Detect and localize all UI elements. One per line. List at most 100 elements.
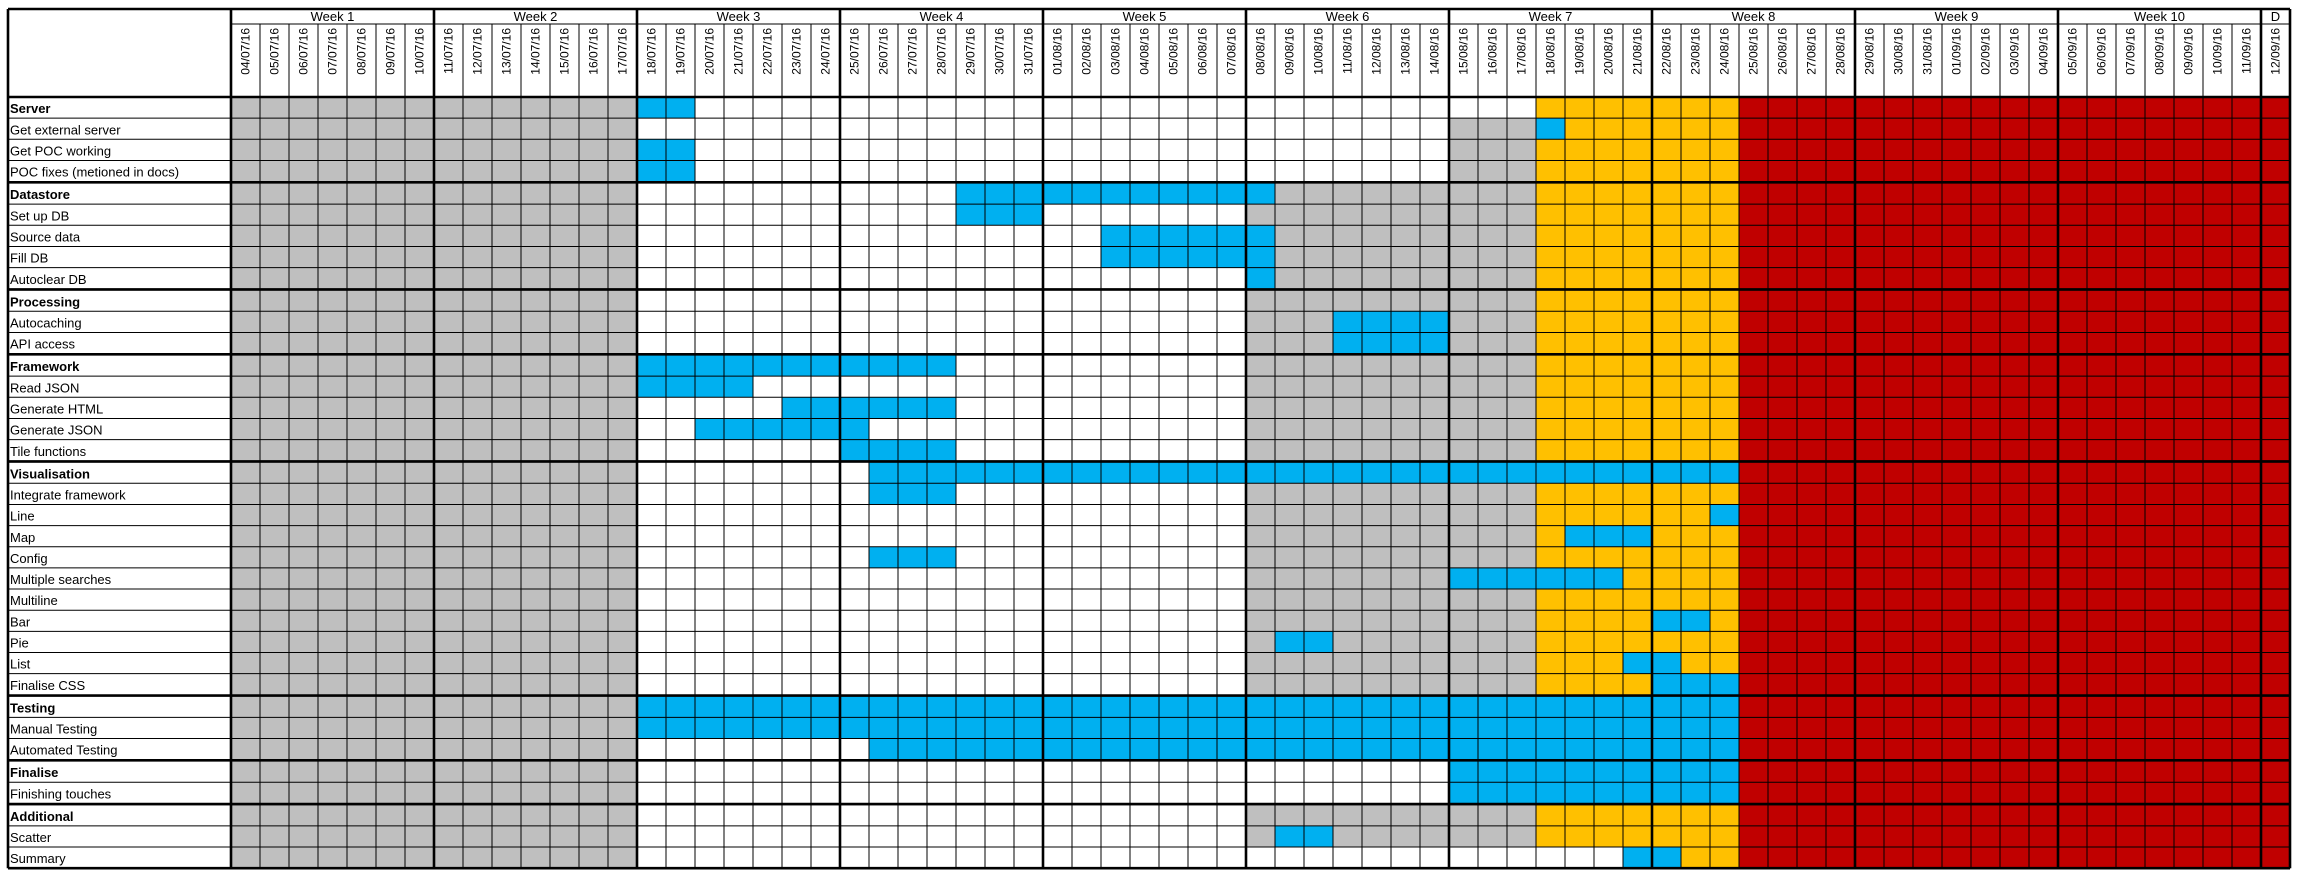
period-cell	[579, 567, 608, 590]
period-cell	[260, 631, 289, 653]
period-cell	[463, 738, 492, 760]
period-cell	[260, 462, 289, 484]
date-label: 16/08/16	[1486, 28, 1500, 75]
period-cell	[1913, 290, 1942, 312]
period-cell	[1507, 225, 1536, 247]
period-cell	[1797, 183, 1826, 205]
period-cell	[579, 673, 608, 695]
period-cell	[2261, 225, 2290, 247]
period-cell	[2087, 483, 2116, 505]
task-cell	[1652, 462, 1681, 484]
period-cell	[2174, 804, 2203, 826]
period-cell	[463, 439, 492, 461]
period-cell	[608, 311, 637, 333]
period-cell	[608, 782, 637, 804]
period-cell	[231, 483, 260, 505]
period-cell	[1449, 673, 1478, 695]
period-cell	[260, 717, 289, 739]
period-cell	[1652, 311, 1681, 333]
period-cell	[2087, 118, 2116, 140]
period-cell	[1826, 160, 1855, 182]
period-cell	[318, 267, 347, 289]
period-cell	[1768, 610, 1797, 632]
period-cell	[1449, 311, 1478, 333]
period-cell	[376, 738, 405, 760]
task-cell	[956, 204, 985, 226]
period-cell	[1507, 418, 1536, 440]
period-cell	[1304, 183, 1333, 205]
period-cell	[1826, 290, 1855, 312]
period-cell	[1710, 160, 1739, 182]
period-cell	[434, 290, 463, 312]
period-cell	[2261, 717, 2290, 739]
period-cell	[1420, 483, 1449, 505]
period-cell	[1855, 589, 1884, 611]
period-cell	[231, 160, 260, 182]
period-cell	[1884, 631, 1913, 653]
period-cell	[1855, 738, 1884, 760]
period-cell	[2203, 504, 2232, 526]
period-cell	[1797, 610, 1826, 632]
task-cell	[1536, 761, 1565, 783]
task-cell	[695, 696, 724, 718]
task-cell	[1478, 717, 1507, 739]
task-cell	[1043, 462, 1072, 484]
period-cell	[2232, 652, 2261, 674]
task-cell	[811, 418, 840, 440]
period-cell	[1826, 567, 1855, 590]
period-cell	[1536, 204, 1565, 226]
task-cell	[1072, 696, 1101, 718]
period-cell	[1507, 589, 1536, 611]
period-cell	[1275, 397, 1304, 419]
task-cell	[1101, 696, 1130, 718]
week-label: Week 2	[514, 9, 558, 24]
period-cell	[1420, 504, 1449, 526]
period-cell	[1971, 246, 2000, 268]
period-cell	[1797, 160, 1826, 182]
period-cell	[1855, 204, 1884, 226]
period-cell	[1971, 183, 2000, 205]
period-cell	[1855, 717, 1884, 739]
period-cell	[1391, 589, 1420, 611]
period-cell	[1275, 589, 1304, 611]
period-cell	[2029, 673, 2058, 695]
date-label: 26/07/16	[877, 28, 891, 75]
task-cell	[1159, 717, 1188, 739]
period-cell	[579, 439, 608, 461]
period-cell	[434, 546, 463, 568]
period-cell	[2174, 525, 2203, 547]
period-cell	[1594, 483, 1623, 505]
period-cell	[2000, 290, 2029, 312]
period-cell	[2232, 717, 2261, 739]
period-cell	[2261, 462, 2290, 484]
task-cell	[1681, 761, 1710, 783]
task-cell	[1652, 652, 1681, 674]
period-cell	[1942, 610, 1971, 632]
period-cell	[1594, 546, 1623, 568]
period-cell	[2261, 825, 2290, 848]
task-cell	[898, 483, 927, 505]
task-label: Get external server	[10, 122, 121, 137]
period-cell	[1971, 204, 2000, 226]
period-cell	[1971, 525, 2000, 547]
period-cell	[1275, 376, 1304, 398]
task-cell	[869, 355, 898, 377]
period-cell	[2261, 311, 2290, 333]
period-cell	[2116, 782, 2145, 804]
task-cell	[1333, 738, 1362, 760]
period-cell	[1797, 418, 1826, 440]
period-cell	[289, 546, 318, 568]
period-cell	[1420, 610, 1449, 632]
period-cell	[1942, 847, 1971, 869]
period-cell	[2029, 696, 2058, 718]
period-cell	[318, 589, 347, 611]
period-cell	[1971, 782, 2000, 804]
period-cell	[260, 589, 289, 611]
period-cell	[2116, 246, 2145, 268]
period-cell	[347, 246, 376, 268]
period-cell	[1884, 782, 1913, 804]
period-cell	[376, 311, 405, 333]
period-cell	[2000, 267, 2029, 289]
task-cell	[1101, 717, 1130, 739]
period-cell	[1536, 355, 1565, 377]
